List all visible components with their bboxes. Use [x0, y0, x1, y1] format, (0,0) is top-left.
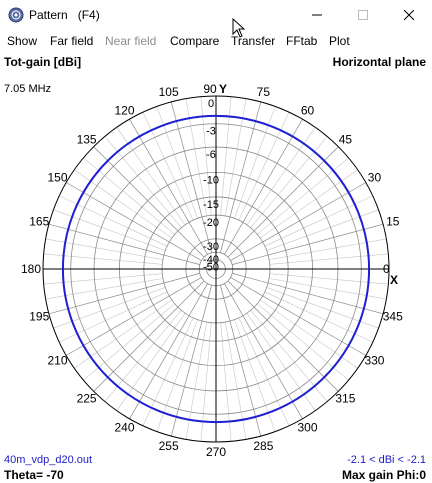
menu-bar: Show Far field Near field Compare Transf… [0, 31, 432, 51]
db-tick-label: -30 [203, 241, 219, 253]
menu-transfer[interactable]: Transfer [231, 34, 276, 48]
grid-spoke-major [232, 223, 384, 265]
db-tick-label: -50 [203, 262, 219, 274]
grid-spoke-major [93, 280, 205, 392]
angle-tick-label: 75 [257, 85, 271, 99]
angle-tick-label: 30 [368, 171, 382, 185]
grid-spoke-major [129, 283, 208, 419]
grid-spoke-major [230, 182, 366, 261]
angle-tick-label: 195 [29, 309, 49, 323]
maximize-icon [358, 10, 368, 20]
db-tick-label: -3 [206, 126, 216, 138]
angle-tick-label: 240 [114, 420, 134, 434]
grid-spoke-major [66, 277, 202, 356]
gain-label: Tot-gain [dBi] [4, 55, 82, 69]
grid-spoke-major [48, 273, 200, 315]
angle-tick-label: 120 [114, 104, 134, 118]
grid-spoke-major [224, 119, 303, 255]
y-axis-marker: Y [219, 82, 227, 96]
pattern-plot-area[interactable]: 0 -3 -6 -10 -15 -20 -30 -40 -50 0 15 30 45 60 75 90 105 1… [0, 51, 432, 483]
angle-tick-label: 105 [159, 85, 179, 99]
polar-plot: 0 -3 -6 -10 -15 -20 -30-40-50 0 15 30 45 60 75 90 105 1… [21, 82, 403, 459]
grid-spoke-major [232, 273, 384, 315]
db-tick-label: -15 [203, 199, 219, 211]
maximize-button [340, 0, 386, 30]
angle-tick-label: 225 [77, 391, 97, 405]
angle-tick-label: 345 [383, 309, 403, 323]
db-tick-label: -10 [203, 174, 219, 186]
minimize-icon [312, 14, 322, 16]
filename-label: 40m_vdp_d20.out [4, 454, 93, 466]
angle-tick-label: 300 [297, 420, 317, 434]
db-tick-label: 0 [208, 98, 214, 110]
window-title: Pattern (F4) [29, 8, 100, 22]
angle-tick-label: 150 [48, 171, 68, 185]
theta-label: Theta= -70 [4, 468, 64, 482]
angle-tick-label: 15 [386, 215, 400, 229]
gain-range-label: -2.1 < dBi < -2.1 [347, 454, 426, 466]
menu-fftab[interactable]: FFtab [286, 34, 318, 48]
plane-label: Horizontal plane [332, 55, 426, 69]
grid-spoke-major [220, 101, 262, 253]
db-tick-label: -6 [206, 149, 216, 161]
menu-far-field[interactable]: Far field [50, 34, 94, 48]
angle-tick-label: 90 [203, 82, 217, 96]
close-button[interactable] [386, 0, 432, 30]
angle-tick-label: 330 [364, 354, 384, 368]
angle-tick-label: 60 [301, 104, 315, 118]
angle-tick-label: 210 [48, 354, 68, 368]
menu-near-field[interactable]: Near field [105, 34, 157, 48]
angle-tick-label: 165 [29, 215, 49, 229]
pattern-trace [61, 114, 371, 424]
grid-spoke-major [227, 280, 339, 392]
menu-show[interactable]: Show [7, 34, 38, 48]
grid-spoke-major [170, 285, 212, 437]
angle-tick-label: 255 [159, 439, 179, 453]
grid-spoke-major [230, 277, 366, 356]
grid-spoke-major [170, 101, 212, 253]
angle-tick-label: 270 [206, 445, 226, 459]
grid-spoke-major [220, 285, 262, 437]
angle-tick-label: 180 [21, 262, 41, 276]
grid-spoke-major [66, 182, 202, 261]
angle-tick-label: 45 [339, 133, 353, 147]
menu-plot[interactable]: Plot [329, 34, 350, 48]
mouse-cursor-icon [232, 18, 246, 38]
frequency-label: 7.05 MHz [4, 83, 52, 95]
x-axis-marker: X [390, 273, 398, 287]
angle-tick-label: 285 [253, 439, 273, 453]
angle-tick-label: 0 [383, 262, 390, 276]
minimize-button[interactable] [294, 0, 340, 30]
grid-spoke-major [129, 119, 208, 255]
grid-spoke-major [48, 223, 200, 265]
grid-spoke-major [93, 146, 205, 258]
close-icon [404, 10, 414, 20]
angle-tick-label: 135 [77, 133, 97, 147]
max-gain-label: Max gain Phi:0 [341, 468, 426, 482]
db-tick-label: -20 [203, 217, 219, 229]
angle-tick-label: 315 [335, 391, 355, 405]
antenna-app-icon [8, 7, 24, 23]
grid-spoke-major [227, 146, 339, 258]
menu-compare[interactable]: Compare [170, 34, 220, 48]
db-tick-label: -40 [203, 254, 219, 266]
title-bar[interactable]: Pattern (F4) [0, 0, 432, 30]
grid-spoke-major [224, 283, 303, 419]
